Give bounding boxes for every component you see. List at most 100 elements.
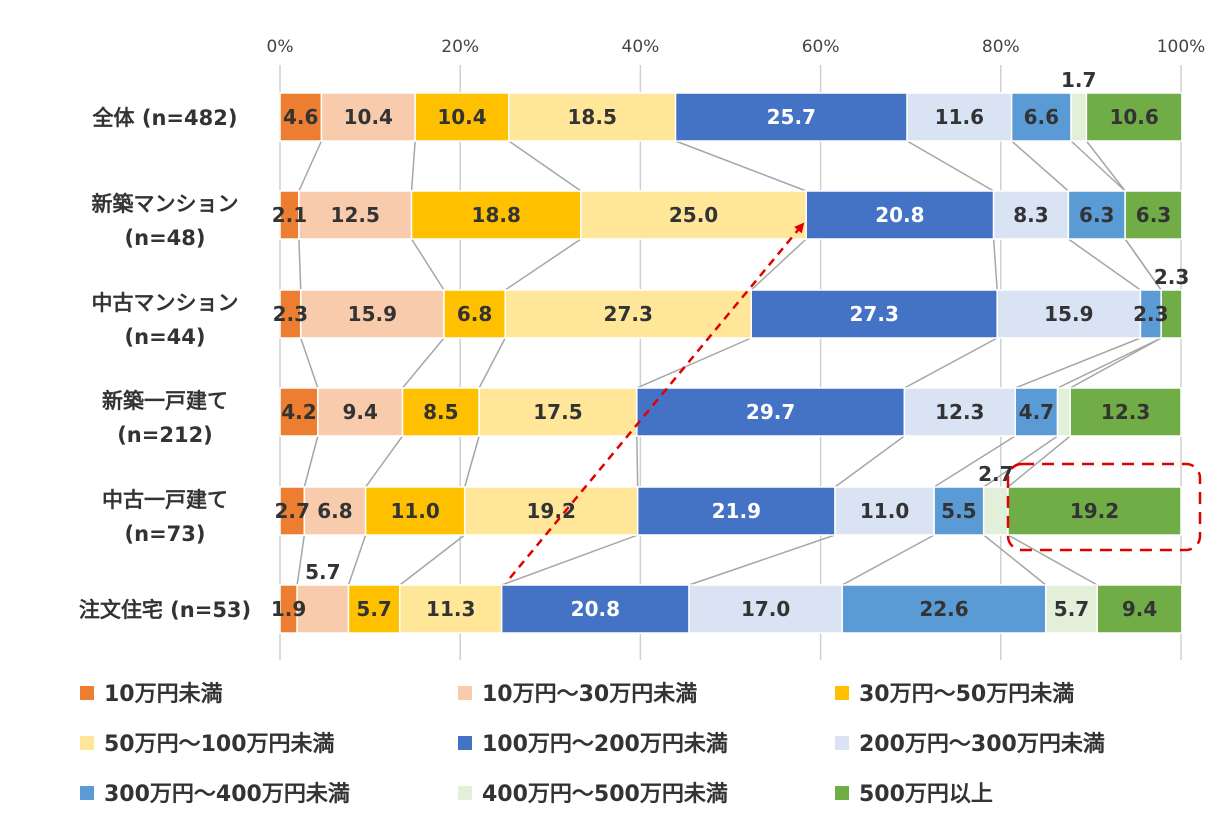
data-label: 2.3: [1154, 265, 1189, 289]
legend-swatch: [458, 786, 472, 800]
data-label: 8.3: [1013, 203, 1048, 227]
bar-segment: [364, 486, 466, 536]
bar-segment: [750, 289, 998, 339]
connector-line: [1011, 140, 1069, 192]
data-label: 6.3: [1079, 203, 1114, 227]
connector-line: [399, 534, 466, 586]
dashed-arrow: [509, 222, 805, 579]
data-label: 10.4: [344, 105, 393, 129]
data-label: 19.2: [527, 499, 576, 523]
annotations: [509, 222, 1202, 579]
data-label: 6.8: [317, 499, 352, 523]
legend-label: 100万円～200万円未満: [482, 731, 728, 757]
bar-segment: [841, 584, 1047, 634]
bar-segment: [1096, 584, 1183, 634]
category-label: 中古一戸建て(n=73): [102, 488, 228, 546]
bar-segment: [347, 584, 401, 634]
data-label: 5.5: [941, 499, 976, 523]
connector-line: [933, 435, 1016, 488]
bar-segment: [1069, 387, 1182, 437]
data-label: 20.8: [875, 203, 924, 227]
category-labels: 全体 (n=482) 新築マンション(n=48) 中古マンション(n=44) 新築一戸…: [79, 106, 251, 622]
legend-label: 500万円以上: [859, 782, 993, 807]
x-tick-label: 20%: [441, 37, 479, 57]
connector-line: [983, 534, 1047, 586]
connector-line: [1070, 140, 1126, 192]
data-label: 9.4: [1122, 597, 1157, 621]
connector-line: [410, 140, 416, 192]
x-tick-label: 60%: [802, 37, 840, 57]
bar-segment: [1124, 190, 1183, 240]
connector-line: [501, 534, 638, 586]
bar-segment: [279, 387, 319, 437]
data-label: 4.2: [281, 400, 316, 424]
gridlines: [279, 65, 1182, 660]
bar-segment: [279, 486, 306, 536]
bar-segment: [1056, 387, 1071, 437]
legend-label: 400万円～500万円未満: [482, 781, 728, 807]
connector-line: [834, 435, 905, 488]
data-label: 22.6: [919, 597, 968, 621]
connector-line: [750, 238, 807, 291]
data-label: 11.3: [426, 597, 475, 621]
data-label: 1.9: [271, 597, 306, 621]
data-label: 18.5: [568, 105, 617, 129]
legend-label: 50万円～100万円未満: [104, 731, 335, 757]
dashed-highlight-box: [1006, 462, 1202, 552]
connector-line: [983, 435, 1058, 488]
bar-segment: [508, 92, 677, 142]
data-label: 18.8: [472, 203, 521, 227]
data-label: 11.0: [390, 499, 439, 523]
bar-segment: [580, 190, 807, 240]
connector-line: [1067, 238, 1141, 291]
data-label: 27.3: [604, 302, 653, 326]
connector-line: [296, 534, 306, 586]
category-label: 注文住宅 (n=53): [79, 598, 251, 622]
legend-swatch: [80, 736, 94, 750]
bar-segment: [933, 486, 985, 536]
data-label: 21.9: [712, 499, 761, 523]
connector-line: [675, 140, 807, 192]
connector-line: [636, 337, 752, 389]
bar-segment: [1007, 486, 1182, 536]
legend-swatch: [458, 686, 472, 700]
data-label: 5.7: [305, 560, 340, 584]
connector-line: [688, 534, 836, 586]
data-label: 10.4: [437, 105, 486, 129]
category-label: 全体 (n=482): [92, 106, 238, 130]
bar-segment: [636, 486, 836, 536]
legend-swatch: [80, 686, 94, 700]
connector-line: [841, 534, 935, 586]
connector-line: [401, 337, 445, 389]
data-label: 12.5: [331, 203, 380, 227]
data-label: 12.3: [935, 400, 984, 424]
connector-line: [1124, 238, 1162, 291]
connector-line: [1069, 337, 1162, 389]
legend-swatch: [80, 786, 94, 800]
connector-line: [478, 337, 506, 389]
bar-segment: [299, 289, 445, 339]
data-label: 15.9: [348, 302, 397, 326]
x-tick-label: 40%: [622, 37, 660, 57]
legend-label: 30万円～50万円未満: [859, 681, 1074, 707]
data-label: 17.5: [533, 400, 582, 424]
data-label: 17.0: [741, 597, 790, 621]
series-connector-lines: [296, 140, 1162, 586]
data-label: 25.0: [669, 203, 718, 227]
legend-label: 300万円～400万円未満: [104, 781, 350, 807]
x-tick-label: 0%: [267, 37, 294, 57]
bar-segment: [303, 486, 367, 536]
connector-line: [347, 534, 367, 586]
data-label: 2.7: [274, 499, 309, 523]
bar-segment: [298, 190, 413, 240]
bar-segment: [399, 584, 503, 634]
bar-segment: [500, 584, 690, 634]
category-label: 中古マンション(n=44): [92, 291, 239, 349]
legend-label: 10万円未満: [104, 681, 223, 707]
legend-swatch: [835, 736, 849, 750]
connector-line: [1007, 435, 1071, 488]
connector-line: [298, 140, 323, 192]
connector-line: [508, 140, 582, 192]
bar-segment: [636, 387, 906, 437]
legend-swatch: [458, 736, 472, 750]
